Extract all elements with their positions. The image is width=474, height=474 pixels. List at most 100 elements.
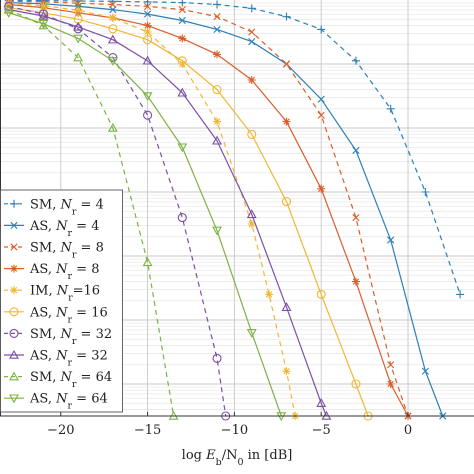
- x-tick-label: −20: [47, 423, 74, 438]
- data-point: [108, 24, 118, 34]
- series-5: [4, 0, 300, 420]
- data-point: [178, 34, 187, 43]
- data-point: [143, 0, 152, 6]
- data-point: [317, 25, 326, 34]
- legend-label: AS, Nr = 4: [29, 219, 99, 239]
- data-point: [352, 214, 360, 222]
- x-tick-label: −10: [221, 423, 248, 438]
- data-point: [142, 55, 153, 65]
- legend-label: AS, Nr = 32: [29, 349, 108, 369]
- data-point: [142, 257, 153, 267]
- data-point: [177, 143, 188, 153]
- data-point: [282, 12, 291, 21]
- series-line: [8, 7, 369, 417]
- data-point: [282, 60, 291, 68]
- data-point: [351, 56, 360, 65]
- data-point: [177, 56, 187, 66]
- data-point: [421, 367, 429, 375]
- legend-swatch-marker: [9, 394, 19, 404]
- data-point: [386, 380, 395, 388]
- data-point: [73, 34, 84, 44]
- data-point: [352, 146, 360, 154]
- legend-swatch-marker: [10, 243, 18, 251]
- data-point: [317, 184, 326, 193]
- series-7: [4, 1, 231, 421]
- legend-swatch-marker: [9, 349, 19, 359]
- data-point: [246, 329, 257, 338]
- data-point: [38, 19, 49, 29]
- series-line: [8, 9, 327, 417]
- legend-swatch-marker: [9, 371, 19, 381]
- x-tick-label: −5: [312, 423, 331, 438]
- legend[interactable]: SM, Nr = 4AS, Nr = 4SM, Nr = 8AS, Nr = 8…: [0, 189, 123, 413]
- data-point: [212, 353, 222, 363]
- data-point: [109, 6, 117, 14]
- legend-label: SM, Nr = 4: [30, 197, 104, 217]
- data-point: [213, 25, 221, 34]
- legend-box: [0, 189, 123, 413]
- data-point: [177, 213, 187, 223]
- data-point: [212, 226, 222, 236]
- data-point: [3, 9, 14, 18]
- legend-swatch-marker: [10, 199, 18, 208]
- legend-item: AS, Nr = 8: [4, 262, 99, 282]
- data-point: [282, 117, 291, 126]
- legend-item: AS, Nr = 4: [4, 219, 99, 239]
- series-line: [8, 5, 227, 417]
- data-point: [107, 34, 118, 44]
- data-point: [317, 95, 325, 103]
- series-line: [8, 2, 444, 417]
- data-point: [248, 28, 256, 36]
- data-point: [282, 367, 291, 376]
- legend-item: SM, Nr = 4: [4, 197, 104, 217]
- x-axis-label: log Eb/N0 in [dB]: [182, 448, 293, 468]
- series-group: [3, 0, 465, 422]
- data-point: [316, 289, 326, 299]
- data-point: [213, 0, 222, 9]
- data-point: [247, 220, 256, 228]
- x-tick-label: 0: [404, 423, 412, 438]
- data-point: [456, 290, 465, 299]
- legend-swatch-marker: [9, 328, 19, 338]
- x-tick-label: −15: [134, 423, 161, 438]
- data-point: [386, 104, 395, 113]
- data-point: [247, 76, 256, 84]
- x-ticks: −20 −15 −10 −5 0: [47, 412, 412, 438]
- legend-swatch-marker: [10, 286, 18, 295]
- legend-label: SM, Nr = 64: [30, 370, 112, 390]
- legend-item: SM, Nr = 8: [4, 241, 104, 261]
- data-point: [143, 35, 153, 45]
- data-point: [74, 6, 83, 15]
- data-point: [213, 13, 221, 21]
- legend-item: AS, Nr = 32: [4, 349, 108, 369]
- legend-label: SM, Nr = 8: [30, 241, 104, 261]
- legend-label: IM, Nr=16: [30, 284, 100, 304]
- data-point: [38, 10, 49, 20]
- data-point: [4, 1, 14, 11]
- data-point: [212, 135, 222, 145]
- data-point: [143, 10, 152, 18]
- series-line: [8, 0, 461, 295]
- data-point: [281, 302, 292, 311]
- data-point: [178, 6, 186, 14]
- data-point: [387, 236, 395, 244]
- series-line: [8, 9, 175, 417]
- data-point: [178, 60, 187, 68]
- data-point: [143, 28, 152, 36]
- data-point: [143, 110, 153, 120]
- data-point: [421, 188, 430, 196]
- data-point: [351, 379, 361, 389]
- data-point: [107, 57, 118, 66]
- legend-label: SM, Nr = 32: [30, 327, 112, 347]
- legend-label: AS, Nr = 16: [29, 305, 108, 325]
- legend-item: SM, Nr = 64: [4, 370, 112, 390]
- data-point: [212, 85, 222, 95]
- data-point: [73, 21, 84, 31]
- data-point: [107, 122, 118, 132]
- series-8: [3, 4, 332, 420]
- data-point: [246, 209, 257, 219]
- data-point: [73, 52, 84, 62]
- data-point: [316, 398, 327, 407]
- data-point: [247, 129, 257, 139]
